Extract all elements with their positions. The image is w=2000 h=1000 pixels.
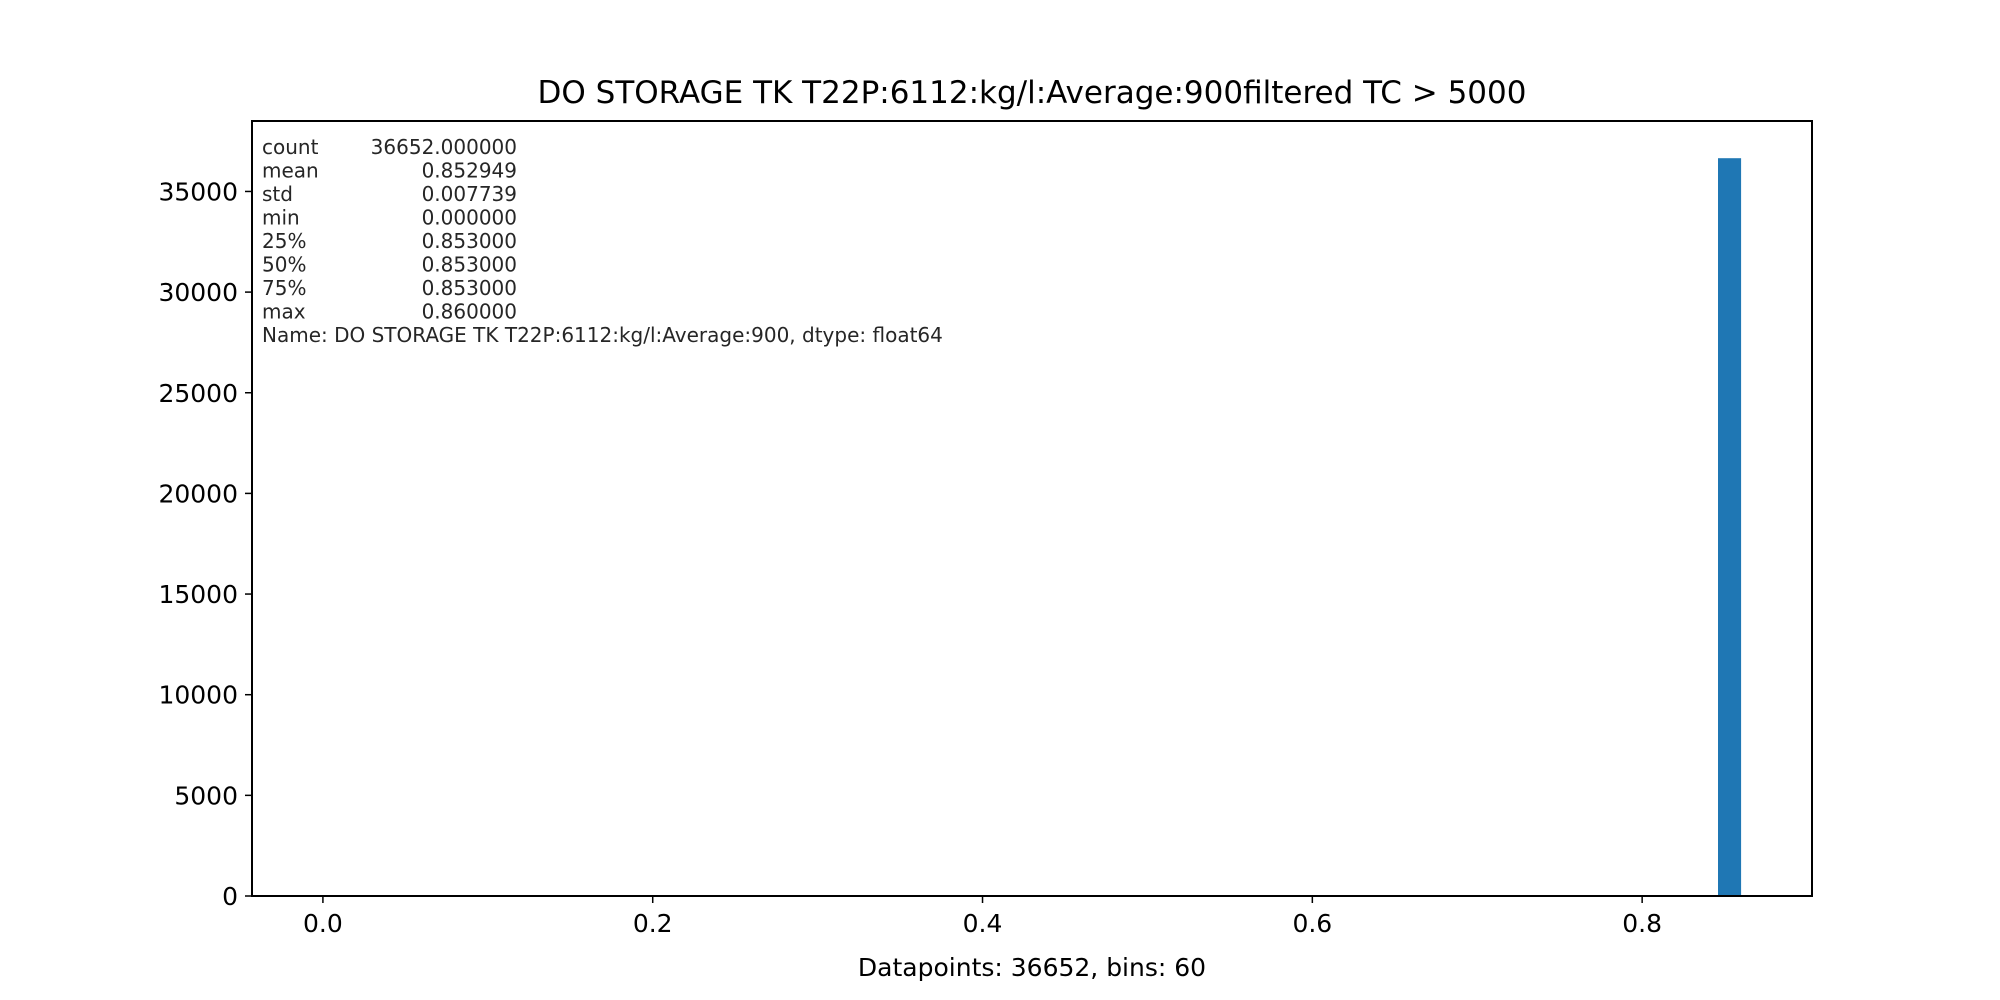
x-tick-label: 0.2	[633, 909, 673, 938]
stats-label-max: max	[262, 300, 306, 324]
stats-annotation: count 36652.000000 mean 0.852949 std 0.007739…	[262, 135, 943, 347]
x-tick-label: 0.6	[1292, 909, 1332, 938]
x-tick-label: 0.8	[1622, 909, 1662, 938]
y-tick-label: 30000	[158, 278, 238, 307]
stats-value-max: 0.860000	[422, 300, 517, 324]
stats-value-75%: 0.853000	[422, 276, 517, 300]
y-tick-label: 20000	[158, 479, 238, 508]
x-axis: 0.0 0.2 0.4 0.6 0.8	[303, 896, 1662, 938]
stats-label-25%: 25%	[262, 229, 306, 253]
histogram-bar-0	[1718, 158, 1742, 896]
stats-value-50%: 0.853000	[422, 253, 517, 277]
stats-value-min: 0.000000	[422, 206, 517, 230]
stats-label-mean: mean	[262, 159, 319, 183]
x-tick-label: 0.4	[963, 909, 1003, 938]
x-tick-label: 0.0	[303, 909, 343, 938]
y-tick-label: 25000	[158, 379, 238, 408]
stats-label-count: count	[262, 135, 319, 159]
stats-value-25%: 0.853000	[422, 229, 517, 253]
stats-label-std: std	[262, 182, 293, 206]
y-tick-label: 5000	[174, 781, 238, 810]
y-tick-label: 15000	[158, 580, 238, 609]
stats-label-min: min	[262, 206, 300, 230]
chart-title: DO STORAGE TK T22P:6112:kg/l:Average:900…	[538, 75, 1527, 111]
stats-value-std: 0.007739	[422, 182, 517, 206]
bars-group	[1718, 158, 1742, 896]
y-tick-label: 35000	[158, 177, 238, 206]
stats-value-mean: 0.852949	[422, 159, 517, 183]
y-axis: 0 5000 10000 15000 20000 25000 30000 35000	[158, 177, 252, 911]
y-tick-label: 0	[222, 882, 238, 911]
axes-frame	[251, 120, 1813, 897]
x-axis-label: Datapoints: 36652, bins: 60	[858, 953, 1206, 982]
y-tick-label: 10000	[158, 681, 238, 710]
stats-label-50%: 50%	[262, 253, 306, 277]
stats-label-75%: 75%	[262, 276, 306, 300]
stats-value-count: 36652.000000	[371, 135, 517, 159]
stats-name-line: Name: DO STORAGE TK T22P:6112:kg/l:Avera…	[262, 323, 943, 347]
